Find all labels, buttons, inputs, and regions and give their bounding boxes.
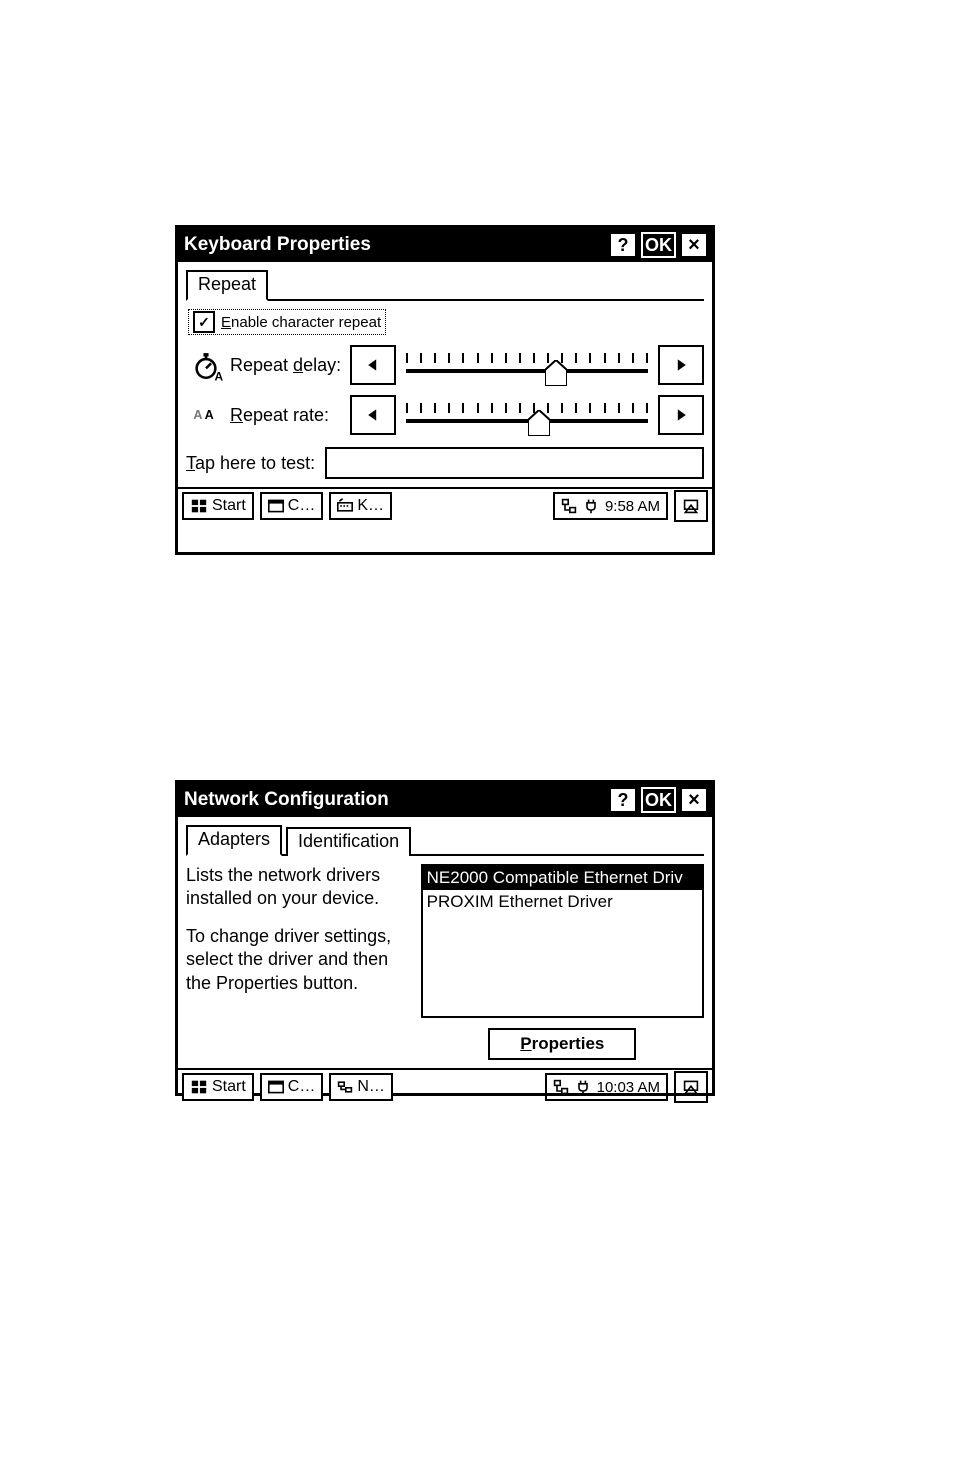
description-panel: Lists the network drivers installed on y… bbox=[186, 864, 409, 1060]
windows-icon bbox=[190, 497, 208, 515]
clock[interactable]: 10:03 AM bbox=[597, 1079, 660, 1096]
list-item[interactable]: NE2000 Compatible Ethernet Driv bbox=[423, 866, 702, 890]
keyboard-properties-window: Keyboard Properties ? OK × Repeat ✓ Enab… bbox=[175, 225, 715, 555]
desktop-icon bbox=[683, 498, 699, 514]
taskbar: Start C… K… 9:58 AM bbox=[178, 487, 712, 523]
titlebar: Keyboard Properties ? OK × bbox=[178, 228, 712, 262]
plug-icon[interactable] bbox=[583, 498, 599, 514]
taskbar-item-2[interactable]: K… bbox=[329, 492, 392, 520]
ok-button[interactable]: OK bbox=[641, 232, 676, 258]
description-2: To change driver settings, select the dr… bbox=[186, 925, 409, 995]
desktop-icon bbox=[683, 1079, 699, 1095]
tabs: Repeat bbox=[186, 268, 704, 301]
taskbar-item-2[interactable]: N… bbox=[329, 1073, 393, 1101]
tab-identification[interactable]: Identification bbox=[286, 827, 411, 856]
repeat-delay-increment-button[interactable] bbox=[658, 345, 704, 385]
network-config-icon bbox=[337, 1079, 353, 1095]
start-button[interactable]: Start bbox=[182, 1073, 254, 1101]
repeat-rate-increment-button[interactable] bbox=[658, 395, 704, 435]
repeat-delay-row: A Repeat delay: bbox=[186, 345, 704, 385]
taskbar-item-1[interactable]: C… bbox=[260, 1073, 324, 1101]
checkbox-box: ✓ bbox=[193, 311, 215, 333]
repeat-delay-label: Repeat delay: bbox=[230, 355, 350, 376]
help-button[interactable]: ? bbox=[609, 787, 637, 813]
help-button[interactable]: ? bbox=[609, 232, 637, 258]
desktop-button[interactable] bbox=[674, 490, 708, 522]
app-icon bbox=[268, 498, 284, 514]
desktop-button[interactable] bbox=[674, 1071, 708, 1103]
network-configuration-window: Network Configuration ? OK × Adapters Id… bbox=[175, 780, 715, 1096]
description-1: Lists the network drivers installed on y… bbox=[186, 864, 409, 911]
repeat-rate-slider[interactable] bbox=[406, 397, 648, 433]
network-icon[interactable] bbox=[553, 1079, 569, 1095]
tabs: Adapters Identification bbox=[186, 823, 704, 856]
svg-text:A: A bbox=[215, 369, 224, 382]
window-body: Adapters Identification Lists the networ… bbox=[178, 817, 712, 1068]
svg-text:A: A bbox=[205, 408, 214, 422]
repeat-rate-icon: A A bbox=[186, 395, 226, 435]
start-label: Start bbox=[212, 497, 246, 515]
stopwatch-icon: A bbox=[186, 345, 226, 385]
clock[interactable]: 9:58 AM bbox=[605, 498, 660, 515]
tap-to-test-input[interactable] bbox=[325, 447, 704, 479]
tab-repeat[interactable]: Repeat bbox=[186, 270, 268, 301]
system-tray: 10:03 AM bbox=[545, 1073, 668, 1101]
window-title: Keyboard Properties bbox=[184, 234, 605, 256]
checkbox-label: Enable character repeat bbox=[221, 314, 381, 331]
close-button[interactable]: × bbox=[680, 232, 708, 258]
keyboard-icon bbox=[337, 498, 353, 514]
close-button[interactable]: × bbox=[680, 787, 708, 813]
window-title: Network Configuration bbox=[184, 789, 605, 811]
repeat-delay-slider[interactable] bbox=[406, 347, 648, 383]
window-body: Repeat ✓ Enable character repeat A bbox=[178, 262, 712, 487]
drivers-listbox[interactable]: NE2000 Compatible Ethernet DrivPROXIM Et… bbox=[421, 864, 704, 1018]
list-item[interactable]: PROXIM Ethernet Driver bbox=[423, 890, 702, 914]
start-label: Start bbox=[212, 1078, 246, 1096]
plug-icon[interactable] bbox=[575, 1079, 591, 1095]
taskbar: Start C… N… 10:03 AM bbox=[178, 1068, 712, 1104]
repeat-rate-decrement-button[interactable] bbox=[350, 395, 396, 435]
network-icon[interactable] bbox=[561, 498, 577, 514]
start-button[interactable]: Start bbox=[182, 492, 254, 520]
repeat-rate-label: Repeat rate: bbox=[230, 405, 350, 426]
svg-text:A: A bbox=[193, 408, 202, 422]
system-tray: 9:58 AM bbox=[553, 492, 668, 520]
windows-icon bbox=[190, 1078, 208, 1096]
repeat-delay-decrement-button[interactable] bbox=[350, 345, 396, 385]
enable-character-repeat-checkbox[interactable]: ✓ Enable character repeat bbox=[188, 309, 386, 335]
app-icon bbox=[268, 1079, 284, 1095]
ok-button[interactable]: OK bbox=[641, 787, 676, 813]
taskbar-item-1[interactable]: C… bbox=[260, 492, 324, 520]
titlebar: Network Configuration ? OK × bbox=[178, 783, 712, 817]
tap-to-test-label: Tap here to test: bbox=[186, 453, 315, 474]
properties-button[interactable]: Properties bbox=[488, 1028, 636, 1060]
tab-adapters[interactable]: Adapters bbox=[186, 825, 282, 856]
repeat-rate-row: A A Repeat rate: bbox=[186, 395, 704, 435]
